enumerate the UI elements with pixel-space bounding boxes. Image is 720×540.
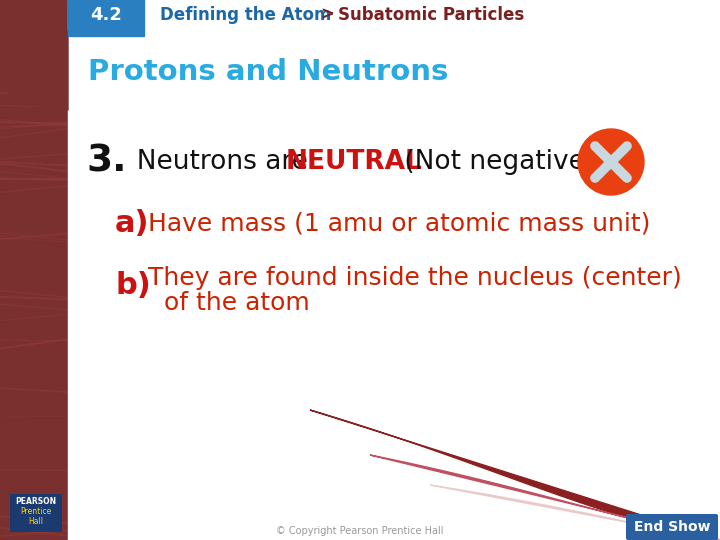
Text: 3.: 3. [86, 144, 127, 180]
FancyBboxPatch shape [10, 494, 62, 532]
Bar [68, 0, 144, 36]
FancyBboxPatch shape [626, 514, 718, 540]
Text: (Not negative): (Not negative) [396, 149, 595, 175]
Text: © Copyright Pearson Prentice Hall: © Copyright Pearson Prentice Hall [276, 526, 444, 536]
Text: Protons and Neutrons: Protons and Neutrons [88, 58, 449, 86]
Text: >: > [320, 6, 334, 24]
Text: Slide: Slide [678, 493, 708, 503]
Bar [68, 0, 720, 30]
Polygon shape [310, 410, 720, 540]
Bar [0, 0, 68, 540]
Text: Prentice: Prentice [20, 508, 52, 516]
Text: Subatomic Particles: Subatomic Particles [338, 6, 524, 24]
Text: Have mass (1 amu or atomic mass unit): Have mass (1 amu or atomic mass unit) [148, 211, 650, 235]
Text: b): b) [115, 271, 150, 300]
Circle shape [578, 129, 644, 195]
Text: a): a) [115, 208, 150, 238]
Text: End Show: End Show [634, 520, 710, 534]
Text: 4.2: 4.2 [90, 6, 122, 24]
Text: Neutrons are: Neutrons are [120, 149, 316, 175]
Polygon shape [370, 455, 720, 540]
Polygon shape [0, 0, 68, 110]
Text: 10 of 18: 10 of 18 [667, 504, 719, 514]
Text: PEARSON: PEARSON [15, 497, 57, 507]
Text: NEUTRAL: NEUTRAL [286, 149, 423, 175]
Polygon shape [430, 485, 720, 540]
Text: They are found inside the nucleus (center): They are found inside the nucleus (cente… [148, 266, 682, 290]
Text: Defining the Atom: Defining the Atom [160, 6, 331, 24]
Text: Hall: Hall [29, 516, 43, 525]
Text: of the atom: of the atom [164, 291, 310, 315]
